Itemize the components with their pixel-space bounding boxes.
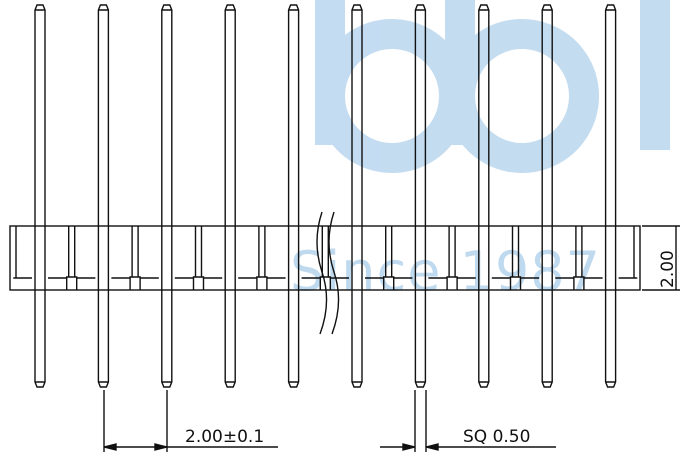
notch [319, 276, 331, 290]
pin [224, 4, 236, 388]
break-line [316, 211, 328, 335]
pin-tip-line [542, 9, 553, 383]
pin-tip-line [415, 9, 426, 383]
watermark-text: Since 1987 [290, 240, 600, 303]
cell-edge [68, 226, 76, 277]
housing [9, 225, 641, 291]
pitch-label: 2.00±0.1 [185, 427, 264, 447]
pin [34, 4, 46, 388]
notch [573, 276, 585, 290]
break-line [328, 211, 340, 335]
arrows [103, 443, 168, 451]
logo-b1 [315, 0, 469, 173]
pin-tip-line [98, 9, 109, 383]
pin-size-dimension [380, 390, 556, 452]
notch [192, 276, 205, 290]
arrows [402, 443, 439, 451]
break-lines [316, 211, 340, 335]
cell-edge [575, 226, 583, 277]
pin [161, 4, 173, 388]
notch [129, 276, 141, 290]
notch [256, 276, 268, 290]
cell-edge [385, 226, 393, 277]
pin-tip-line [35, 9, 45, 383]
pitch-dimension [103, 390, 278, 452]
watermark-logo [315, 0, 670, 173]
pin-size-label: SQ 0.50 [463, 427, 530, 447]
pin-tip-line [478, 9, 489, 383]
end-edge [15, 226, 635, 278]
pin-tip-line [225, 9, 236, 383]
housing-body [9, 225, 641, 291]
pin [287, 4, 300, 388]
cell-edge [448, 226, 456, 277]
notch [66, 276, 78, 290]
cell-edge [258, 226, 266, 277]
pins [34, 4, 617, 388]
notch [446, 276, 458, 290]
logo-b2 [445, 0, 599, 173]
notch [383, 276, 395, 290]
pin [97, 4, 110, 388]
cell-edge [131, 226, 139, 277]
pin [414, 4, 427, 388]
pin-tip-line [352, 9, 362, 383]
pin [604, 4, 617, 388]
height-label: 2.00 [658, 250, 678, 288]
notch [509, 276, 522, 290]
pin-tip-line [605, 9, 616, 383]
height-dimension [642, 225, 680, 291]
cell-edge [511, 226, 520, 277]
pin-tip-line [288, 9, 299, 383]
pin-tip-line [161, 9, 172, 383]
pin [541, 4, 553, 388]
cell-edge [321, 226, 329, 277]
cell-edge [194, 226, 203, 277]
